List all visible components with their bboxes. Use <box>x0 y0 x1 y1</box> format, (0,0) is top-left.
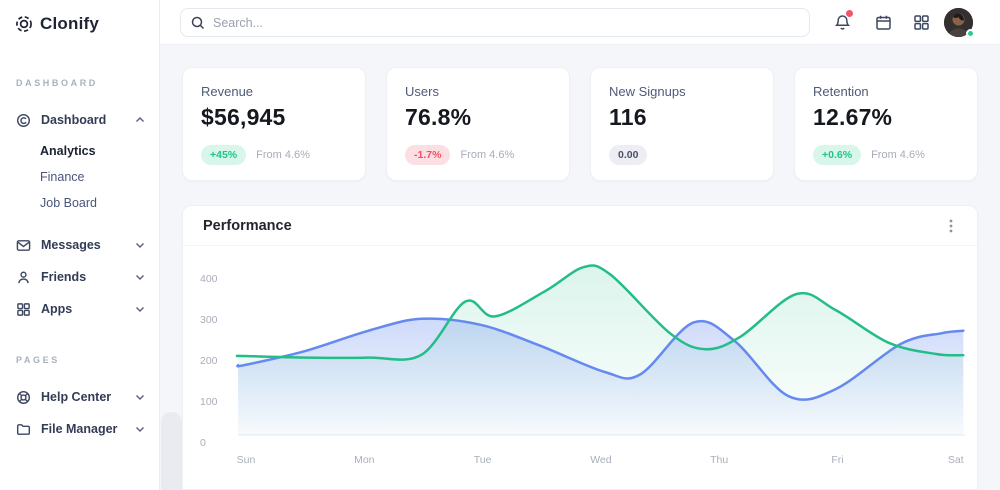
svg-text:0: 0 <box>200 437 206 449</box>
sidebar-item-friends[interactable]: Friends <box>0 261 159 293</box>
svg-text:Fri: Fri <box>831 454 843 466</box>
stat-label: Retention <box>813 84 869 99</box>
user-avatar[interactable] <box>944 8 973 37</box>
notification-dot <box>846 10 853 17</box>
scrollbar-thumb[interactable] <box>161 412 182 490</box>
user-icon <box>18 271 29 283</box>
dashboard-submenu: Analytics Finance Job Board <box>0 136 159 222</box>
dashboard-icon <box>16 113 31 127</box>
stat-label: Revenue <box>201 84 254 99</box>
section-label-pages: PAGES <box>16 355 60 365</box>
stat-card-retention: Retention 12.67% +0.6% From 4.6% <box>794 67 978 181</box>
performance-chart: 400 300 200 100 0 Sun Mon Tue Wed Thu Fri Sat <box>183 247 977 489</box>
sidebar-item-label: Messages <box>41 238 101 252</box>
trend-badge: -1.7% <box>405 145 451 165</box>
kebab-menu-icon[interactable] <box>943 217 959 235</box>
trend-badge: +0.6% <box>813 145 862 165</box>
sidebar: Clonify DASHBOARD Dashboard Analytics Fi… <box>0 0 160 490</box>
search-input[interactable] <box>213 15 799 30</box>
stat-value: $56,945 <box>201 104 286 130</box>
chevron-down-icon <box>136 307 144 312</box>
stat-note: From 4.6% <box>256 149 310 161</box>
svg-text:Sat: Sat <box>948 454 964 466</box>
stat-card-users: Users 76.8% -1.7% From 4.6% <box>386 67 570 181</box>
brand-name: Clonify <box>40 14 100 33</box>
svg-text:Sun: Sun <box>237 454 256 466</box>
calendar-icon[interactable] <box>874 13 893 32</box>
search-box[interactable] <box>180 8 810 37</box>
sidebar-item-messages[interactable]: Messages <box>0 229 159 261</box>
stat-label: Users <box>405 84 439 99</box>
svg-text:200: 200 <box>200 355 218 367</box>
bell-icon[interactable] <box>833 13 852 32</box>
stat-value: 116 <box>609 104 647 130</box>
clonify-logo-icon <box>16 16 32 32</box>
chevron-down-icon <box>136 243 144 248</box>
topbar <box>160 0 1000 45</box>
chevron-down-icon <box>136 395 144 400</box>
apps-launcher-icon[interactable] <box>912 13 931 32</box>
svg-text:Mon: Mon <box>354 454 375 466</box>
sidebar-item-apps[interactable]: Apps <box>0 293 159 325</box>
stat-cards-row: Revenue $56,945 +45% From 4.6% Users 76.… <box>182 67 978 181</box>
sidebar-item-label: File Manager <box>41 422 118 436</box>
section-label-dashboard: DASHBOARD <box>16 78 98 88</box>
stat-value: 12.67% <box>813 104 893 130</box>
chevron-up-icon <box>136 117 144 122</box>
stat-note: From 4.6% <box>871 149 925 161</box>
svg-text:100: 100 <box>200 396 218 408</box>
sidebar-item-help-center[interactable]: Help Center <box>0 381 159 413</box>
stat-note: From 4.6% <box>460 149 515 161</box>
area-chart-canvas: 400 300 200 100 0 Sun Mon Tue Wed Thu Fri Sat <box>200 264 965 466</box>
svg-text:Wed: Wed <box>590 454 612 466</box>
sidebar-item-file-manager[interactable]: File Manager <box>0 413 159 445</box>
sidebar-subitem-job-board[interactable]: Job Board <box>40 196 97 210</box>
chevron-down-icon <box>136 427 144 432</box>
svg-text:400: 400 <box>200 273 218 285</box>
avatar-photo <box>944 8 973 37</box>
stat-value: 76.8% <box>405 104 472 130</box>
sidebar-subitem-analytics[interactable]: Analytics <box>40 144 96 158</box>
lifebuoy-icon <box>16 390 31 404</box>
stat-card-new-signups: New Signups 116 0.00 <box>590 67 774 181</box>
trend-badge: 0.00 <box>609 145 648 165</box>
sidebar-item-label: Friends <box>41 270 87 284</box>
apps-grid-icon <box>17 302 30 316</box>
sidebar-item-dashboard[interactable]: Dashboard <box>0 104 159 136</box>
sidebar-item-label: Help Center <box>41 390 112 404</box>
mail-icon <box>16 239 31 251</box>
svg-text:Tue: Tue <box>474 454 492 466</box>
trend-badge: +45% <box>201 145 247 165</box>
chart-title: Performance <box>203 217 292 234</box>
stat-label: New Signups <box>609 84 686 99</box>
brand-logo[interactable]: Clonify <box>0 0 159 34</box>
sidebar-item-label: Dashboard <box>41 113 107 127</box>
chevron-down-icon <box>136 275 144 280</box>
sidebar-subitem-finance[interactable]: Finance <box>40 170 85 184</box>
online-status-dot <box>966 29 975 38</box>
search-icon <box>191 16 205 29</box>
folder-icon <box>16 423 31 435</box>
sidebar-item-label: Apps <box>41 302 73 316</box>
performance-card: Performance 400 300 200 100 0 Sun Mon Tue Wed Thu… <box>182 205 978 490</box>
svg-text:300: 300 <box>200 314 218 326</box>
svg-text:Thu: Thu <box>710 454 728 466</box>
stat-card-revenue: Revenue $56,945 +45% From 4.6% <box>182 67 366 181</box>
